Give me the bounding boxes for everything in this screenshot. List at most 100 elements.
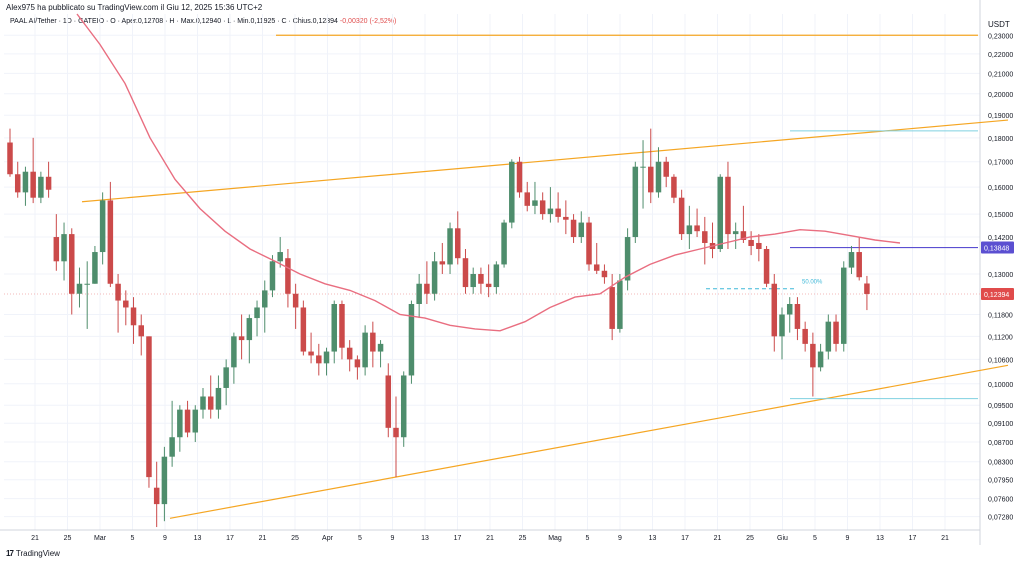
candle-body [833,321,839,344]
candle-body [555,208,561,217]
candle-body [339,303,345,348]
candle-body [246,318,253,341]
candle-body [22,171,29,193]
candle-body [547,208,554,215]
candle-body [362,332,368,368]
candle-body [76,283,83,294]
candle-body [177,409,183,438]
candle-body [609,287,615,329]
candle-body [856,252,862,278]
price-tick-label: 0,22000 [988,52,1013,59]
candle-body [424,283,430,294]
candle-body [532,200,538,206]
price-tick-label: 0,19000 [988,113,1013,120]
price-tick-label: 0,08700 [988,440,1013,447]
x-tick-label: 5 [586,535,590,542]
tradingview-footer[interactable]: 17 TradingView [6,549,60,558]
tradingview-logo-icon: 17 [6,549,14,558]
candle-body [439,261,446,265]
footer-brand: TradingView [15,549,60,558]
candle-body [300,307,307,352]
candle-body [385,375,392,428]
candle-body [223,367,229,388]
x-tick-label: 9 [163,535,167,542]
price-label-text: 0,12394 [984,292,1009,299]
candle-body [69,234,75,294]
candle-body [7,142,13,175]
candle-body [648,166,654,193]
candle-body [370,332,376,352]
candle-body [810,343,816,368]
candle-body [478,273,484,284]
candle-body [702,231,708,243]
candle-body [586,222,592,265]
candle-body [455,228,461,259]
x-tick-label: 5 [131,535,135,542]
candle-body [323,351,330,364]
x-tick-label: Apr [322,535,334,542]
candle-body [400,375,407,438]
symbol-legend: PAAL AI/Tether · 1D · GATEIO · O · Aper.… [10,18,397,25]
legend-low: L · Min.0,11925 [227,18,276,25]
x-tick-label: 21 [714,535,722,542]
price-tick-label: 0,07280 [988,515,1013,522]
x-tick-label: 5 [813,535,817,542]
legend-symbol[interactable]: PAAL AI/Tether · 1D · GATEIO [10,18,105,25]
candle-body [262,290,268,308]
candle-body [539,200,546,215]
candle-body [30,171,36,198]
candle-body [771,283,778,337]
price-tick-label: 0,09500 [988,403,1013,410]
candle-body [640,166,646,168]
price-tick-label: 0,11800 [988,313,1013,320]
candle-body [617,280,623,329]
price-tick-label: 0,11200 [988,334,1013,341]
candle-body [671,176,677,198]
x-tick-label: 9 [391,535,395,542]
candle-body [431,261,438,294]
candle-body [130,307,137,326]
candle-body [408,303,415,376]
price-tick-label: 0,15000 [988,212,1013,219]
candle-body [346,347,353,360]
x-tick-label: 17 [454,535,462,542]
candle-body [393,427,399,438]
price-label-text: 0,13848 [984,246,1009,253]
candle-body [107,200,114,284]
x-tick-label: 13 [649,535,657,542]
x-tick-label: Giu [777,535,788,542]
candle-body [732,231,739,235]
x-tick-label: 17 [909,535,917,542]
price-tick-label: 0,10600 [988,357,1013,364]
moving-average-line [76,13,901,332]
candle-body [153,487,160,505]
candle-body [601,270,608,278]
candle-body [215,387,222,410]
candle-body [308,351,314,356]
candle-body [292,293,299,308]
lower-channel-line [169,364,1009,519]
x-tick-label: 17 [681,535,689,542]
candle-body [624,237,631,281]
x-tick-label: 9 [618,535,622,542]
legend-open: O · Aper.0,12708 [110,18,164,25]
price-tick-label: 0,10000 [988,382,1013,389]
x-tick-label: 21 [259,535,267,542]
candle-body [655,161,662,193]
candle-body [316,355,322,364]
candle-body [864,283,870,294]
candle-body [485,283,492,288]
candle-body [841,267,847,344]
price-tick-label: 0,13000 [988,272,1013,279]
candle-body [786,303,793,315]
candle-body [524,192,530,206]
candle-body [779,314,785,337]
candle-body [570,219,577,238]
candle-body [509,161,515,223]
candle-body [740,231,747,241]
candle-body [231,336,237,368]
x-tick-label: 25 [746,535,754,542]
candle-body [447,228,453,265]
candle-body [493,264,500,288]
